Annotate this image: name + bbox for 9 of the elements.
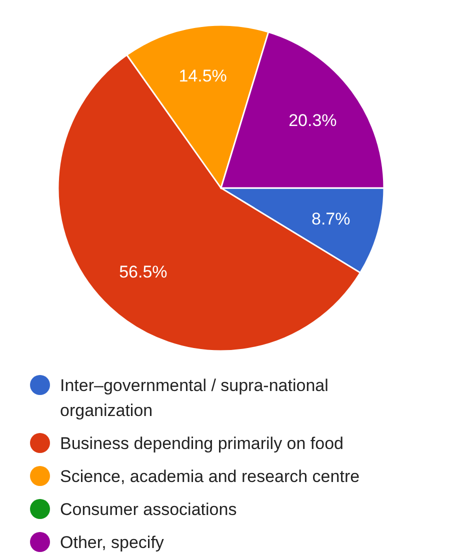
- data-label: 56.5%: [119, 262, 168, 282]
- data-label: 14.5%: [178, 66, 227, 86]
- data-label: 20.3%: [288, 111, 337, 130]
- data-label: 8.7%: [311, 210, 350, 229]
- legend-label: Science, academia and research centre: [60, 466, 360, 486]
- legend-label: Business depending primarily on food: [60, 434, 344, 453]
- legend-label: Inter–governmental / supra-national organization: [60, 376, 328, 420]
- legend-label: Consumer associations: [60, 500, 237, 519]
- legend-label: Other, specify: [60, 532, 164, 552]
